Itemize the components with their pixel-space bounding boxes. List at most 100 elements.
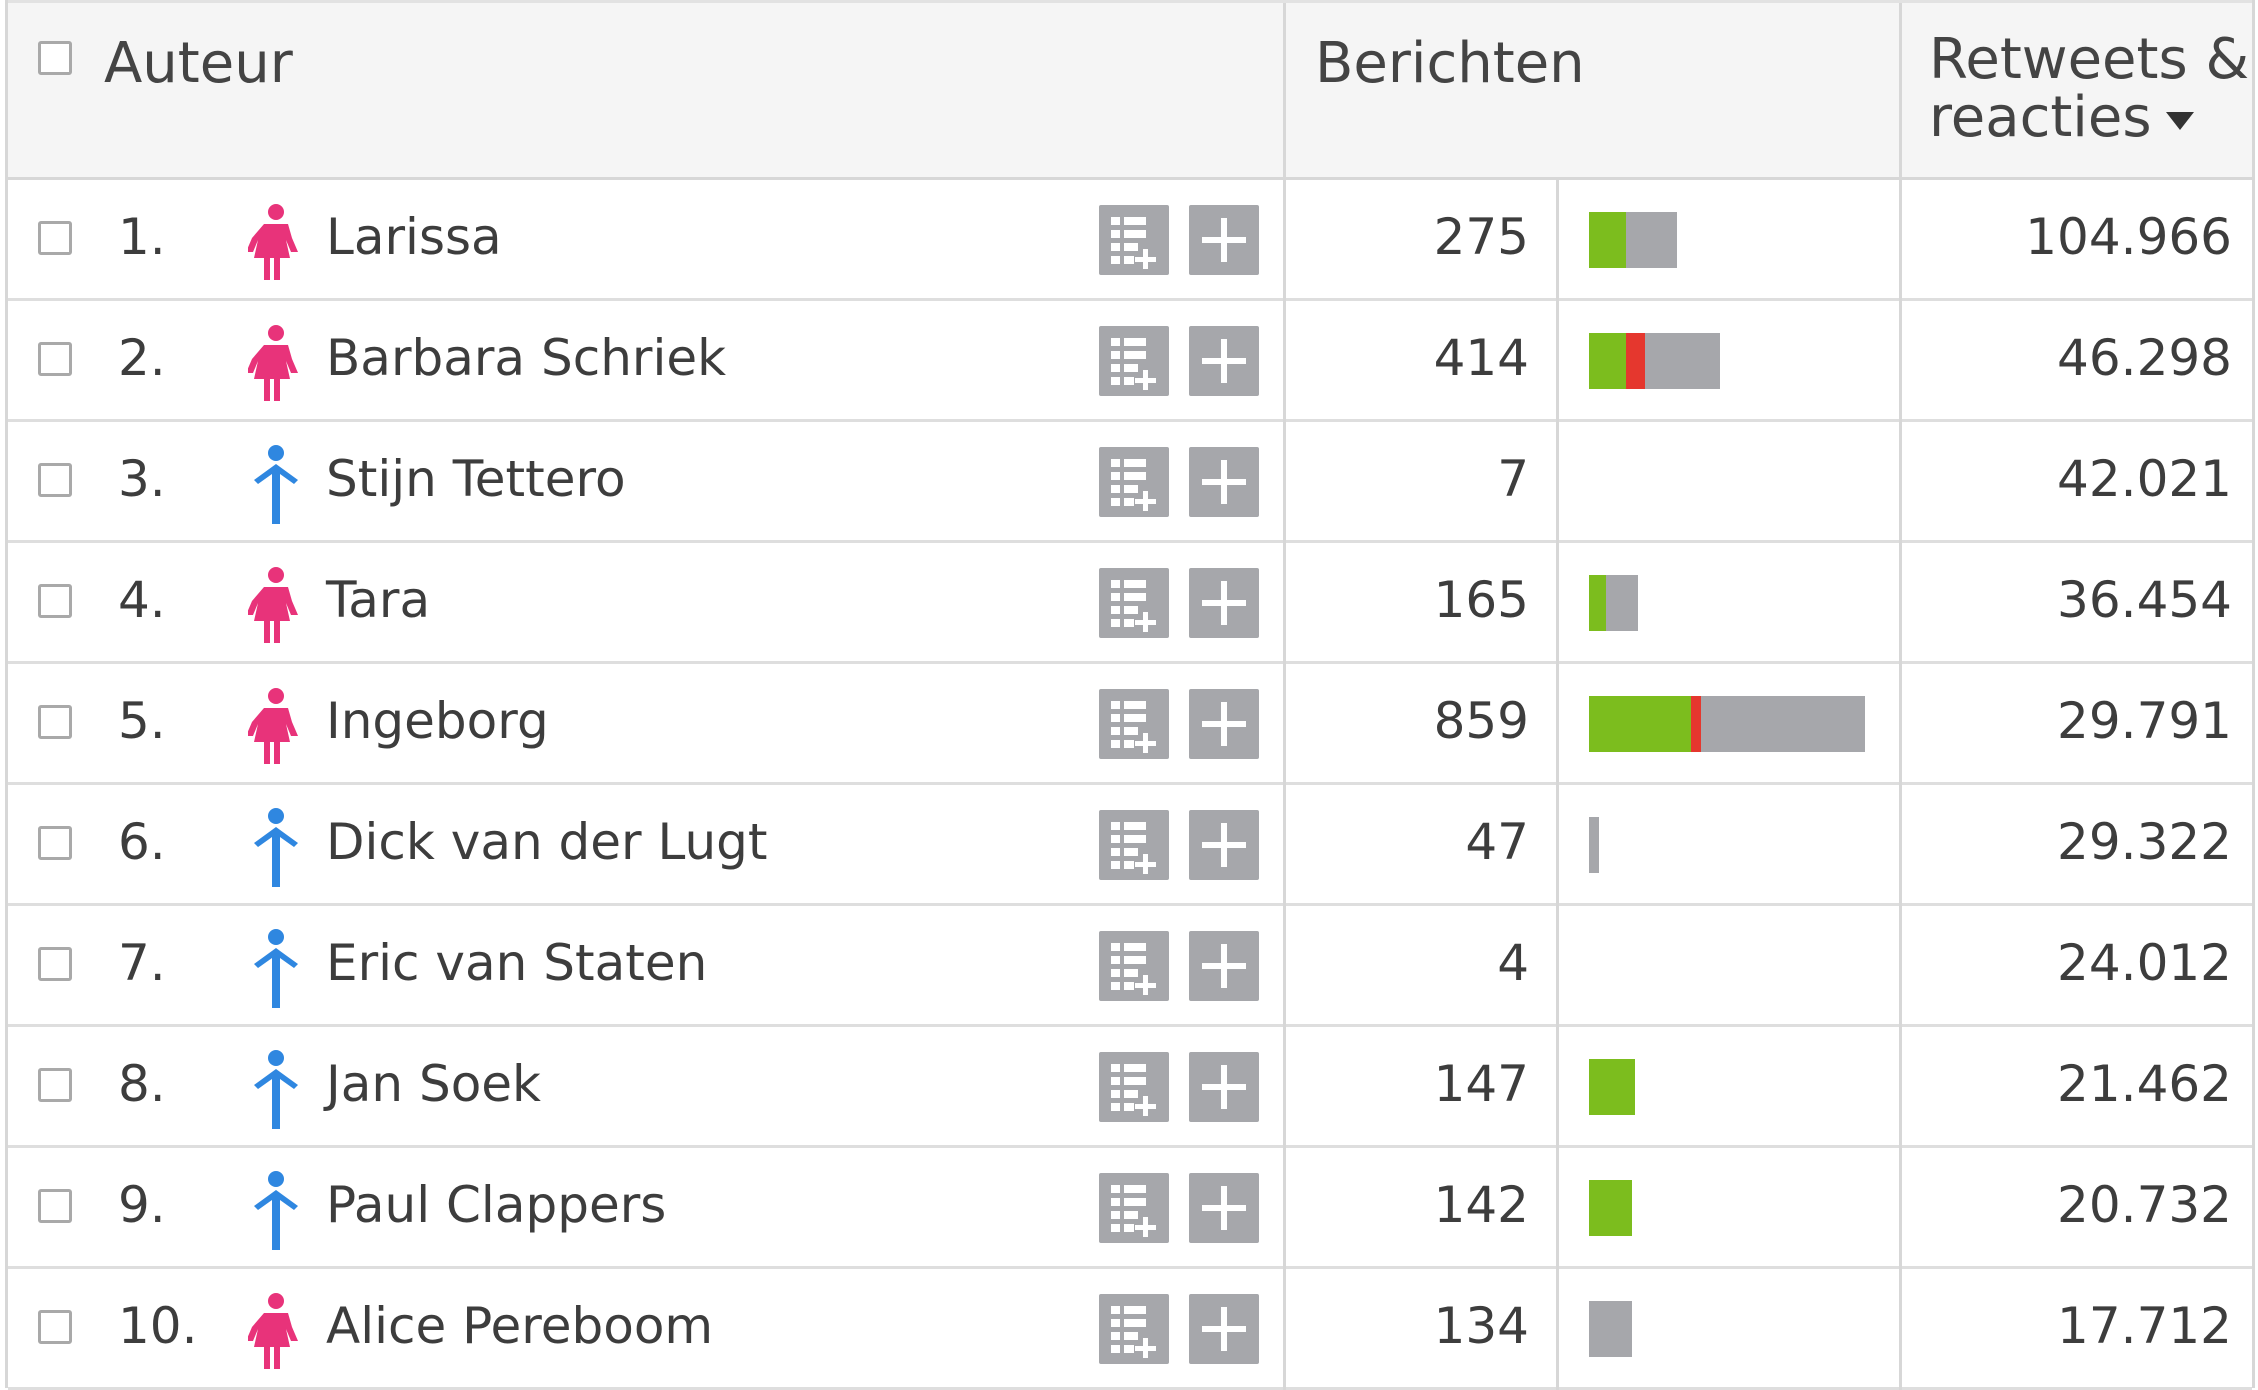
divider	[1899, 3, 1902, 183]
divider	[1283, 785, 1286, 906]
list-add-icon[interactable]	[1099, 1052, 1169, 1122]
divider	[1556, 1148, 1559, 1269]
author-name[interactable]: Larissa	[326, 208, 502, 266]
female-person-icon	[246, 323, 304, 403]
list-add-icon[interactable]	[1099, 689, 1169, 759]
table-row[interactable]: 2. Barbara Schriek 414 46.298	[8, 301, 2252, 422]
plus-icon[interactable]	[1189, 326, 1259, 396]
plus-icon[interactable]	[1189, 447, 1259, 517]
retweets-label-line2: reacties	[1929, 85, 2152, 150]
author-name[interactable]: Paul Clappers	[326, 1176, 667, 1234]
divider	[1899, 301, 1902, 422]
plus-icon[interactable]	[1189, 689, 1259, 759]
message-count: 859	[1433, 692, 1529, 750]
divider	[1899, 664, 1902, 785]
author-name[interactable]: Dick van der Lugt	[326, 813, 768, 871]
plus-icon[interactable]	[1189, 1173, 1259, 1243]
row-checkbox[interactable]	[38, 1068, 72, 1102]
retweets-count: 21.462	[2057, 1055, 2232, 1113]
author-name[interactable]: Tara	[326, 571, 431, 629]
row-checkbox[interactable]	[38, 342, 72, 376]
column-header-retweets[interactable]: Retweets & reacties	[1929, 31, 2249, 147]
author-name[interactable]: Jan Soek	[326, 1055, 542, 1113]
table-row[interactable]: 6. Dick van der Lugt 47 29.322	[8, 785, 2252, 906]
list-add-icon[interactable]	[1099, 1173, 1169, 1243]
retweets-count: 104.966	[2025, 208, 2232, 266]
row-checkbox[interactable]	[38, 705, 72, 739]
row-checkbox[interactable]	[38, 463, 72, 497]
table-row[interactable]: 9. Paul Clappers 142 20.732	[8, 1148, 2252, 1269]
message-count: 142	[1433, 1176, 1529, 1234]
message-count: 7	[1497, 450, 1529, 508]
divider	[1899, 785, 1902, 906]
row-checkbox[interactable]	[38, 947, 72, 981]
divider	[1283, 180, 1286, 301]
bar-segment-neutral	[1645, 333, 1721, 389]
list-add-icon[interactable]	[1099, 1294, 1169, 1364]
row-checkbox[interactable]	[38, 221, 72, 255]
plus-icon[interactable]	[1189, 810, 1259, 880]
author-name[interactable]: Barbara Schriek	[326, 329, 727, 387]
male-person-icon	[248, 444, 304, 524]
table-row[interactable]: 10. Alice Pereboom 134 17.712	[8, 1269, 2252, 1390]
select-all-checkbox[interactable]	[38, 41, 72, 75]
list-add-icon[interactable]	[1099, 568, 1169, 638]
column-header-messages[interactable]: Berichten	[1315, 31, 1585, 96]
bar-segment-negative	[1691, 696, 1702, 752]
table-row[interactable]: 3. Stijn Tettero 7 42.021	[8, 422, 2252, 543]
author-name[interactable]: Eric van Staten	[326, 934, 708, 992]
table-row[interactable]: 7. Eric van Staten 4 24.012	[8, 906, 2252, 1027]
table-row[interactable]: 8. Jan Soek 147 21.462	[8, 1027, 2252, 1148]
male-person-icon	[248, 1170, 304, 1250]
message-count: 134	[1433, 1297, 1529, 1355]
plus-icon[interactable]	[1189, 1052, 1259, 1122]
list-add-icon[interactable]	[1099, 326, 1169, 396]
list-add-icon[interactable]	[1099, 810, 1169, 880]
retweets-count: 20.732	[2057, 1176, 2232, 1234]
rank-number: 9.	[118, 1176, 166, 1234]
plus-icon[interactable]	[1189, 205, 1259, 275]
list-add-icon[interactable]	[1099, 205, 1169, 275]
plus-icon[interactable]	[1189, 931, 1259, 1001]
bar-segment-neutral	[1589, 1301, 1633, 1357]
column-header-author[interactable]: Auteur	[104, 31, 293, 96]
retweets-count: 29.322	[2057, 813, 2232, 871]
list-add-icon[interactable]	[1099, 931, 1169, 1001]
rank-number: 10.	[118, 1297, 198, 1355]
rank-number: 4.	[118, 571, 166, 629]
divider	[1556, 906, 1559, 1027]
author-name[interactable]: Stijn Tettero	[326, 450, 626, 508]
divider	[1556, 785, 1559, 906]
row-checkbox[interactable]	[38, 584, 72, 618]
retweets-label-line1: Retweets &	[1929, 27, 2250, 92]
retweets-count: 29.791	[2057, 692, 2232, 750]
rank-number: 8.	[118, 1055, 166, 1113]
bar-segment-neutral	[1701, 696, 1866, 752]
table-row[interactable]: 1. Larissa 275 104.966	[8, 180, 2252, 301]
divider	[1899, 422, 1902, 543]
table-row[interactable]: 4. Tara 165 36.454	[8, 543, 2252, 664]
divider	[1556, 301, 1559, 422]
divider	[1283, 301, 1286, 422]
divider	[1556, 422, 1559, 543]
rank-number: 1.	[118, 208, 166, 266]
retweets-count: 46.298	[2057, 329, 2232, 387]
divider	[1283, 906, 1286, 1027]
bar-segment-negative	[1626, 333, 1646, 389]
male-person-icon	[248, 807, 304, 887]
row-checkbox[interactable]	[38, 826, 72, 860]
author-name[interactable]: Alice Pereboom	[326, 1297, 714, 1355]
female-person-icon	[246, 202, 304, 282]
bar-segment-neutral	[1626, 212, 1677, 268]
divider	[1556, 543, 1559, 664]
list-add-icon[interactable]	[1099, 447, 1169, 517]
plus-icon[interactable]	[1189, 1294, 1259, 1364]
male-person-icon	[248, 928, 304, 1008]
plus-icon[interactable]	[1189, 568, 1259, 638]
bar-segment-positive	[1589, 575, 1607, 631]
divider	[1556, 180, 1559, 301]
row-checkbox[interactable]	[38, 1310, 72, 1344]
table-row[interactable]: 5. Ingeborg 859 29.791	[8, 664, 2252, 785]
row-checkbox[interactable]	[38, 1189, 72, 1223]
author-name[interactable]: Ingeborg	[326, 692, 549, 750]
